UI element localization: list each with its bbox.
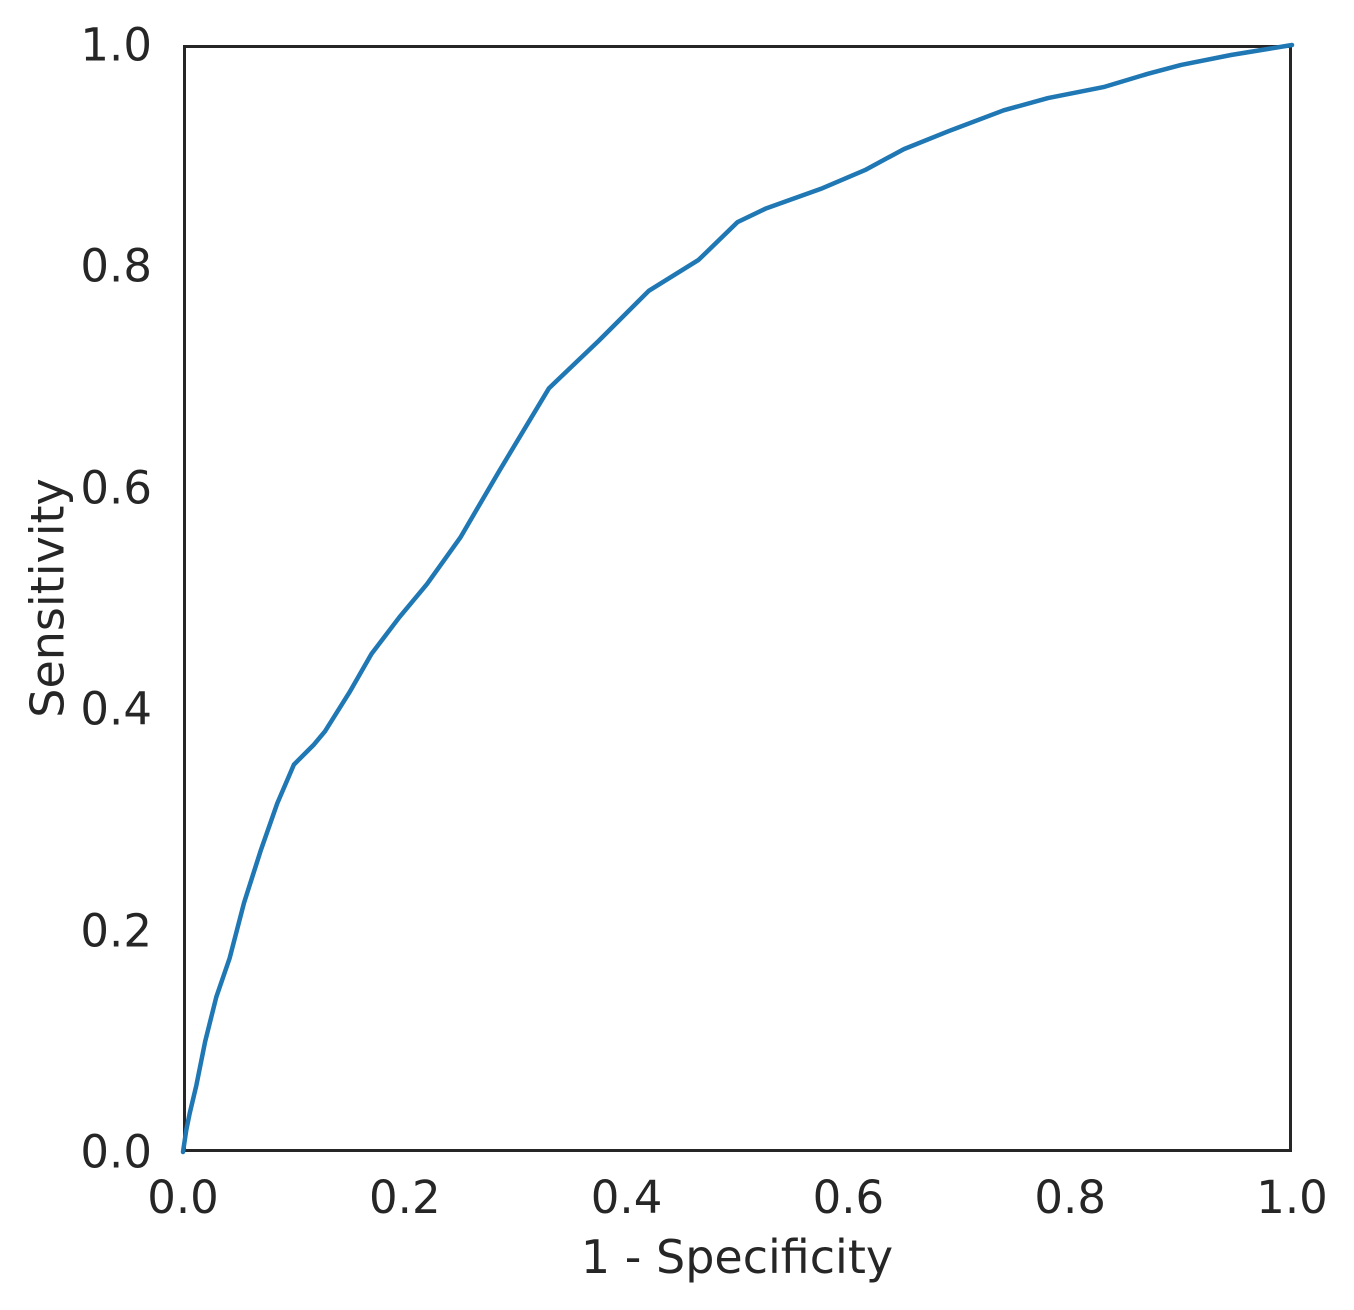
plot-canvas xyxy=(180,42,1294,1154)
x-tick-label: 1.0 xyxy=(1256,1171,1328,1224)
y-tick-label: 1.0 xyxy=(80,18,152,72)
y-axis-label: Sensitivity xyxy=(20,478,75,718)
y-tick-label: 0.2 xyxy=(80,904,152,958)
y-tick-label: 0.0 xyxy=(80,1125,152,1179)
x-tick-label: 0.0 xyxy=(147,1171,219,1224)
y-tick-label: 0.4 xyxy=(80,682,152,736)
x-tick-label: 0.8 xyxy=(1034,1171,1106,1224)
plot-area xyxy=(180,42,1294,1154)
x-tick-label: 0.6 xyxy=(812,1171,885,1224)
x-tick-label: 0.2 xyxy=(369,1171,441,1224)
x-tick-label: 0.4 xyxy=(590,1171,663,1224)
y-tick-label: 0.6 xyxy=(80,461,152,515)
roc-curve xyxy=(180,42,1294,1154)
x-axis-label: 1 - Specificity xyxy=(580,1230,894,1284)
y-tick-label: 0.8 xyxy=(80,239,152,293)
